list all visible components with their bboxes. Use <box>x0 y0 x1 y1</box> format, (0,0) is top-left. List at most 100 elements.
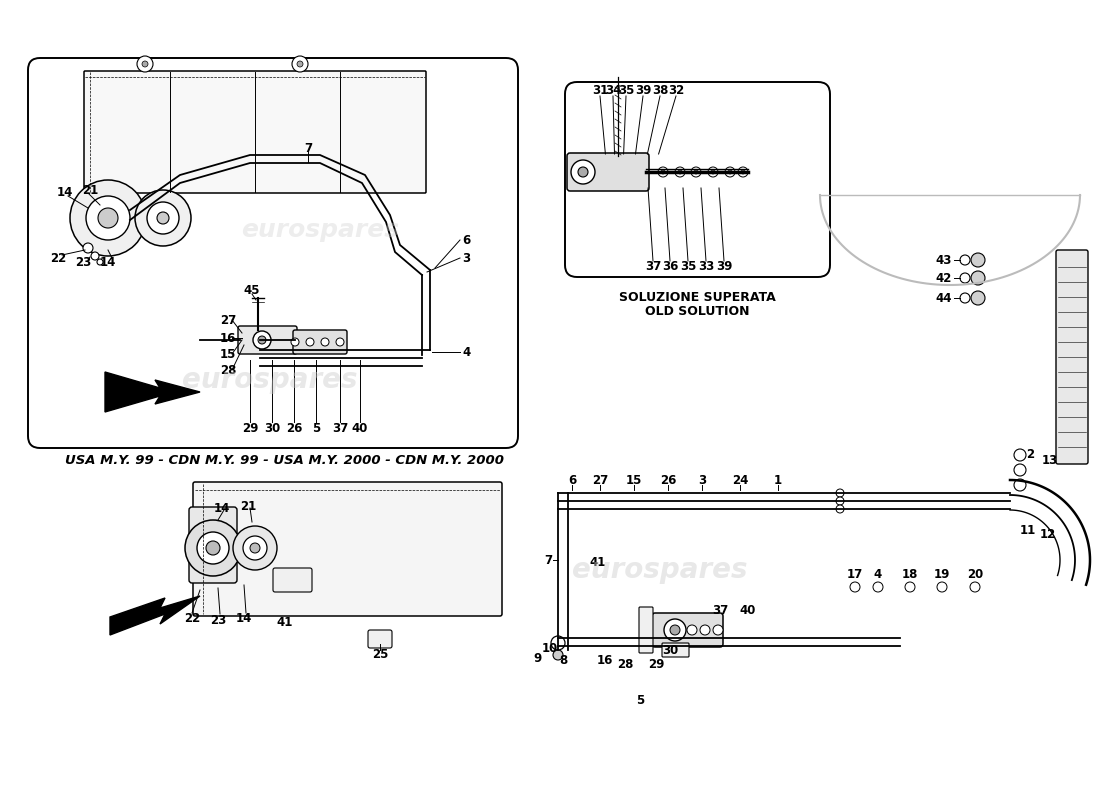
Text: 14: 14 <box>213 502 230 514</box>
Circle shape <box>873 582 883 592</box>
Text: eurospares: eurospares <box>241 218 399 242</box>
Text: 30: 30 <box>264 422 280 434</box>
Circle shape <box>258 336 266 344</box>
Text: 21: 21 <box>240 499 256 513</box>
Circle shape <box>728 170 732 174</box>
Text: 26: 26 <box>286 422 302 434</box>
Text: 41: 41 <box>277 617 294 630</box>
Circle shape <box>658 167 668 177</box>
Text: 22: 22 <box>50 251 66 265</box>
Text: 15: 15 <box>220 347 236 361</box>
Text: 14: 14 <box>57 186 74 199</box>
Text: 35: 35 <box>618 83 635 97</box>
Circle shape <box>738 167 748 177</box>
Circle shape <box>836 505 844 513</box>
Text: OLD SOLUTION: OLD SOLUTION <box>646 305 750 318</box>
Text: 3: 3 <box>697 474 706 486</box>
Text: 41: 41 <box>590 557 606 570</box>
Text: 37: 37 <box>332 422 348 434</box>
Text: 42: 42 <box>936 271 952 285</box>
Text: 5: 5 <box>312 422 320 434</box>
FancyBboxPatch shape <box>84 71 426 193</box>
FancyBboxPatch shape <box>662 643 689 657</box>
Text: USA M.Y. 99 - CDN M.Y. 99 - USA M.Y. 2000 - CDN M.Y. 2000: USA M.Y. 99 - CDN M.Y. 99 - USA M.Y. 200… <box>65 454 504 466</box>
Circle shape <box>138 56 153 72</box>
Circle shape <box>578 167 588 177</box>
Text: 40: 40 <box>352 422 368 434</box>
Circle shape <box>233 526 277 570</box>
Circle shape <box>157 212 169 224</box>
Text: 19: 19 <box>934 569 950 582</box>
Circle shape <box>960 273 970 283</box>
Circle shape <box>97 259 103 265</box>
Circle shape <box>713 625 723 635</box>
Circle shape <box>1014 464 1026 476</box>
Circle shape <box>711 170 715 174</box>
Text: 39: 39 <box>635 83 651 97</box>
Circle shape <box>675 167 685 177</box>
Text: 9: 9 <box>532 651 541 665</box>
Circle shape <box>694 170 698 174</box>
FancyBboxPatch shape <box>639 607 653 653</box>
Text: 15: 15 <box>626 474 642 486</box>
Polygon shape <box>104 372 200 412</box>
Circle shape <box>664 619 686 641</box>
Circle shape <box>725 167 735 177</box>
Text: 26: 26 <box>660 474 676 486</box>
Text: 37: 37 <box>712 603 728 617</box>
Text: 4: 4 <box>873 569 882 582</box>
Circle shape <box>970 582 980 592</box>
Circle shape <box>197 532 229 564</box>
Text: 6: 6 <box>462 234 471 246</box>
Circle shape <box>243 536 267 560</box>
Circle shape <box>185 520 241 576</box>
Circle shape <box>937 582 947 592</box>
Text: 33: 33 <box>697 261 714 274</box>
Text: 2: 2 <box>1026 449 1034 462</box>
Text: 13: 13 <box>1042 454 1058 466</box>
Circle shape <box>688 625 697 635</box>
Circle shape <box>91 252 99 260</box>
FancyBboxPatch shape <box>293 330 346 354</box>
FancyBboxPatch shape <box>1056 250 1088 464</box>
Circle shape <box>86 196 130 240</box>
Circle shape <box>678 170 682 174</box>
Text: 7: 7 <box>304 142 312 154</box>
Circle shape <box>292 338 299 346</box>
Text: 44: 44 <box>935 291 952 305</box>
Text: SOLUZIONE SUPERATA: SOLUZIONE SUPERATA <box>619 291 776 304</box>
Circle shape <box>670 625 680 635</box>
FancyBboxPatch shape <box>238 326 297 354</box>
Text: 22: 22 <box>184 611 200 625</box>
Text: 27: 27 <box>220 314 236 326</box>
Circle shape <box>306 338 313 346</box>
Text: 10: 10 <box>542 642 558 654</box>
Text: 23: 23 <box>75 255 91 269</box>
Text: 36: 36 <box>662 261 679 274</box>
Text: 28: 28 <box>617 658 634 671</box>
Circle shape <box>708 167 718 177</box>
Circle shape <box>1014 479 1026 491</box>
Text: 12: 12 <box>1040 527 1056 541</box>
FancyBboxPatch shape <box>189 507 236 583</box>
FancyBboxPatch shape <box>192 482 502 616</box>
Circle shape <box>147 202 179 234</box>
Circle shape <box>960 255 970 265</box>
Text: 29: 29 <box>648 658 664 671</box>
Text: eurospares: eurospares <box>572 556 748 584</box>
Circle shape <box>960 293 970 303</box>
Text: 27: 27 <box>592 474 608 486</box>
Circle shape <box>905 582 915 592</box>
Circle shape <box>253 331 271 349</box>
Text: 16: 16 <box>597 654 613 666</box>
Text: 8: 8 <box>559 654 568 666</box>
Text: eurospares: eurospares <box>183 366 358 394</box>
Text: 1: 1 <box>774 474 782 486</box>
Circle shape <box>551 636 565 650</box>
Circle shape <box>250 543 260 553</box>
Text: 31: 31 <box>592 83 608 97</box>
Text: 28: 28 <box>220 363 236 377</box>
Polygon shape <box>110 596 200 635</box>
Text: 40: 40 <box>740 603 756 617</box>
Text: 38: 38 <box>652 83 668 97</box>
